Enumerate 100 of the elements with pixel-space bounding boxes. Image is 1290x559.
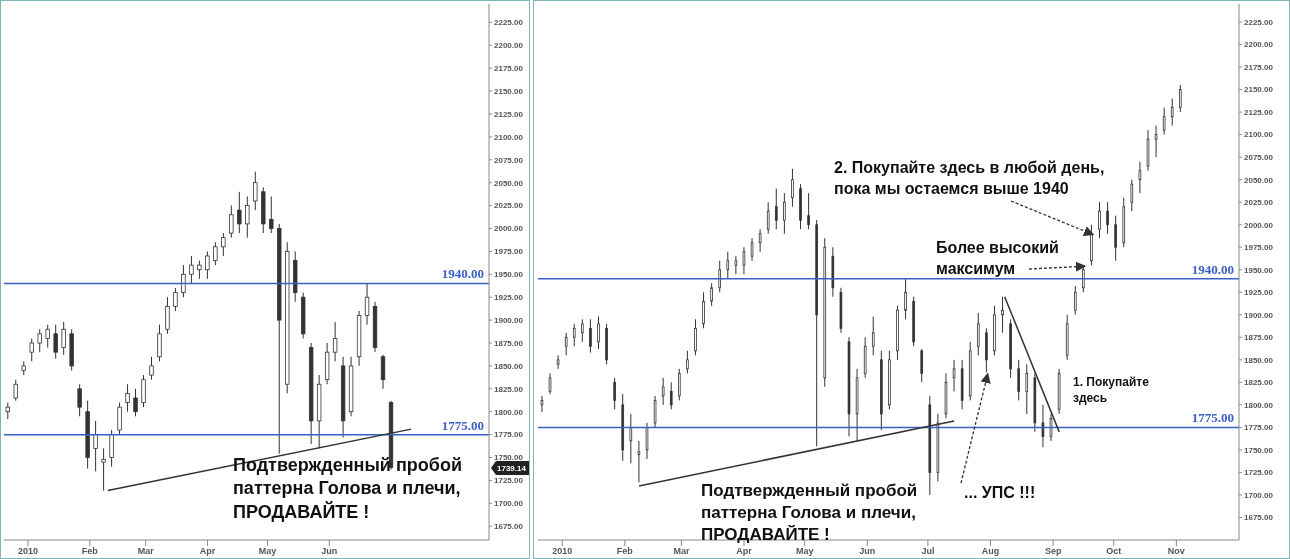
candlestick (1114, 215, 1117, 262)
candlestick (205, 250, 210, 280)
y-tick-label: 1725.00 (1244, 468, 1274, 478)
y-tick-label: 1700.00 (494, 499, 524, 509)
candlestick (564, 332, 568, 356)
candlestick (1162, 107, 1166, 136)
candlestick (165, 296, 170, 335)
x-tick-label: May (258, 546, 277, 557)
candlestick (645, 422, 649, 460)
candlestick (1154, 125, 1158, 158)
y-tick-label: 1975.00 (494, 247, 524, 257)
y-tick-label: 1700.00 (1244, 490, 1274, 500)
y-tick-label: 2100.00 (1244, 130, 1274, 140)
y-tick-label: 2050.00 (1244, 175, 1274, 185)
ref-line-label: 1940.00 (441, 266, 484, 282)
y-tick-label: 2150.00 (1244, 85, 1274, 95)
y-tick-label: 1825.00 (1244, 378, 1274, 388)
y-tick-label: 1675.00 (1244, 513, 1274, 523)
y-tick-label: 2025.00 (494, 201, 524, 211)
candlestick (629, 413, 633, 464)
y-tick-label: 2050.00 (494, 178, 524, 188)
candlestick (750, 237, 754, 262)
candlestick (734, 255, 738, 275)
y-tick-label: 1875.00 (1244, 333, 1274, 343)
candlestick (221, 232, 226, 257)
candlestick (871, 316, 875, 356)
candlestick (556, 354, 560, 370)
x-tick-label: Apr (199, 546, 216, 557)
y-tick-label: 1850.00 (494, 361, 524, 371)
candlestick (1138, 161, 1142, 194)
y-tick-label: 1850.00 (1244, 355, 1274, 365)
candlestick (149, 356, 154, 381)
candlestick (269, 195, 274, 234)
y-tick-label: 1825.00 (494, 384, 524, 394)
candlestick (726, 251, 730, 280)
y-tick-label: 2125.00 (1244, 107, 1274, 117)
candlestick (766, 201, 770, 235)
candlestick (141, 374, 146, 408)
candlestick (742, 246, 746, 275)
candlestick (181, 264, 186, 298)
candlestick (1098, 201, 1101, 239)
y-tick-label: 2000.00 (494, 224, 524, 234)
candlestick (1179, 84, 1182, 113)
y-tick-label: 1950.00 (1244, 265, 1274, 275)
candlestick (613, 377, 616, 410)
annotation: Подтвержденный пробой паттерна Голова и плечи, ПРОДАВАЙТЕ ! (233, 455, 462, 522)
y-tick-label: 2075.00 (494, 155, 524, 165)
y-tick-label: 1750.00 (494, 453, 524, 463)
candlestick (783, 192, 786, 235)
y-tick-label: 2150.00 (494, 86, 524, 96)
x-tick-label: Nov (1167, 546, 1185, 557)
x-tick-label: Jun (321, 546, 338, 557)
annotation: Более высокий максимум (936, 239, 1059, 277)
x-tick-label: Jun (859, 546, 876, 557)
y-tick-label: 2200.00 (494, 41, 524, 51)
candlestick (710, 282, 713, 307)
candlestick (581, 318, 584, 343)
candlestick (548, 372, 552, 395)
candlestick (976, 312, 980, 356)
candlestick (718, 260, 722, 293)
y-tick-label: 1725.00 (494, 476, 524, 486)
candlestick (253, 171, 258, 211)
y-tick-label: 2175.00 (1244, 62, 1274, 72)
y-tick-label: 1800.00 (494, 407, 524, 417)
candlestick (952, 359, 956, 392)
annotation: Подтвержденный пробой паттерна Голова и плечи, ПРОДАВАЙТЕ ! (701, 481, 918, 545)
y-tick-label: 2225.00 (1244, 17, 1274, 27)
candlestick (791, 168, 794, 208)
candlestick (758, 228, 762, 253)
candlestick (807, 192, 810, 230)
candlestick (213, 241, 218, 266)
candlestick (1017, 359, 1021, 401)
ref-line-label: 1775.00 (441, 417, 484, 433)
y-tick-label: 1900.00 (1244, 310, 1274, 320)
y-tick-label: 2200.00 (1244, 40, 1274, 50)
candlestick (572, 323, 576, 347)
candlestick (678, 368, 681, 401)
candlestick (702, 291, 705, 329)
x-tick-label: May (795, 546, 814, 557)
candlestick (45, 324, 50, 349)
candlestick (229, 205, 234, 239)
candlestick (637, 440, 641, 483)
candlestick (157, 324, 162, 362)
candlestick (589, 318, 592, 354)
candlestick (1170, 98, 1174, 127)
candlestick (1025, 363, 1029, 415)
x-tick-label: Feb (616, 546, 634, 557)
x-tick-label: Aug (981, 546, 1000, 557)
y-tick-label: 2175.00 (494, 63, 524, 73)
y-tick-label: 1800.00 (1244, 400, 1274, 410)
candlestick (237, 191, 242, 234)
y-tick-label: 2075.00 (1244, 152, 1274, 162)
x-tick-label: Sep (1044, 546, 1062, 557)
y-tick-label: 1775.00 (1244, 423, 1274, 433)
ref-line-label: 1940.00 (1191, 261, 1234, 277)
candlestick (653, 395, 657, 428)
x-tick-label: Mar (137, 546, 155, 557)
x-tick-label: Feb (81, 546, 99, 557)
y-tick-label: 2225.00 (494, 18, 524, 28)
y-tick-label: 1775.00 (494, 430, 524, 440)
